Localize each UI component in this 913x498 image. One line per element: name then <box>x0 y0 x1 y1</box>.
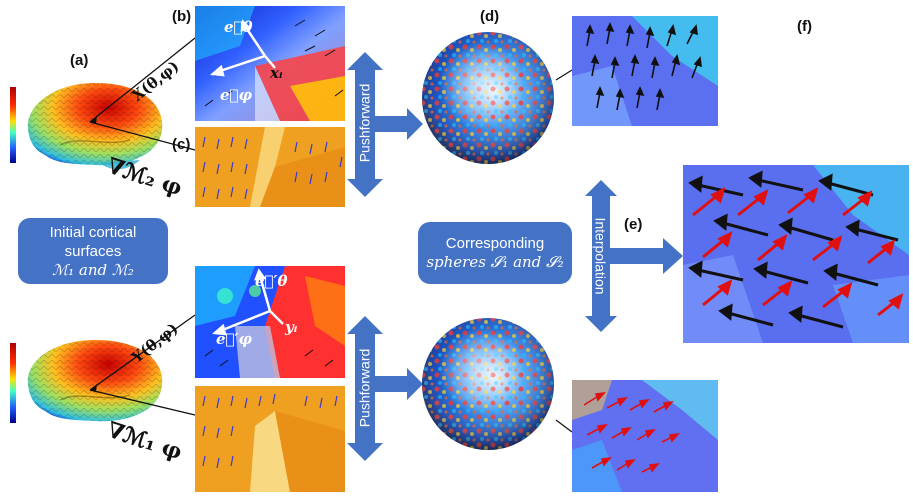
corresponding-spheres-box: Corresponding spheres 𝓢₁ and 𝓢₂ <box>418 222 572 284</box>
initial-surfaces-box: Initial cortical surfaces ℳ₁ and ℳ₂ <box>18 218 168 284</box>
brain-surface-m2 <box>10 83 163 170</box>
initial-line3: ℳ₁ and ℳ₂ <box>52 260 134 279</box>
brain-surface-m1 <box>10 340 163 423</box>
panel-c-top-field <box>195 127 345 207</box>
pushforward-top-text: Pushforward <box>356 83 373 163</box>
sphere-s1-zoom-field <box>572 16 718 126</box>
pushforward-arrow-bottom <box>347 316 423 461</box>
corresponding-line1: Corresponding <box>445 235 545 252</box>
label-a: (a) <box>70 52 89 69</box>
panel-c-bottom-field <box>195 386 345 492</box>
pushforward-arrow-top <box>347 52 423 197</box>
initial-line1: Initial cortical <box>49 223 137 241</box>
y-i-label: yᵢ <box>285 318 298 336</box>
e-phi-label: e⃗φ <box>220 86 253 104</box>
initial-line2: surfaces <box>64 242 122 260</box>
e-theta-prime-label: e⃗′θ <box>255 272 288 290</box>
interpolation-arrow <box>585 180 683 332</box>
sphere-s2-zoom-field <box>572 380 718 492</box>
sphere-s2 <box>422 318 554 450</box>
panel-f-interpolated-field <box>683 165 909 343</box>
x-i-label: xᵢ <box>270 64 283 82</box>
pushforward-bottom-text: Pushforward <box>356 348 373 428</box>
label-b: (b) <box>172 8 192 25</box>
label-f: (f) <box>797 18 812 35</box>
corresponding-line2: spheres 𝓢₁ and 𝓢₂ <box>426 253 564 271</box>
e-phi-prime-label: e⃗′φ <box>216 330 253 348</box>
label-c: (c) <box>172 136 191 153</box>
label-e: (e) <box>624 216 643 233</box>
e-theta-label: e⃗θ <box>224 18 253 36</box>
label-d: (d) <box>480 8 500 25</box>
panel-b-top-zoom <box>195 6 345 121</box>
interpolation-text: Interpolation <box>592 217 609 295</box>
panel-b-bottom-zoom <box>195 266 345 378</box>
sphere-s1 <box>422 32 554 164</box>
